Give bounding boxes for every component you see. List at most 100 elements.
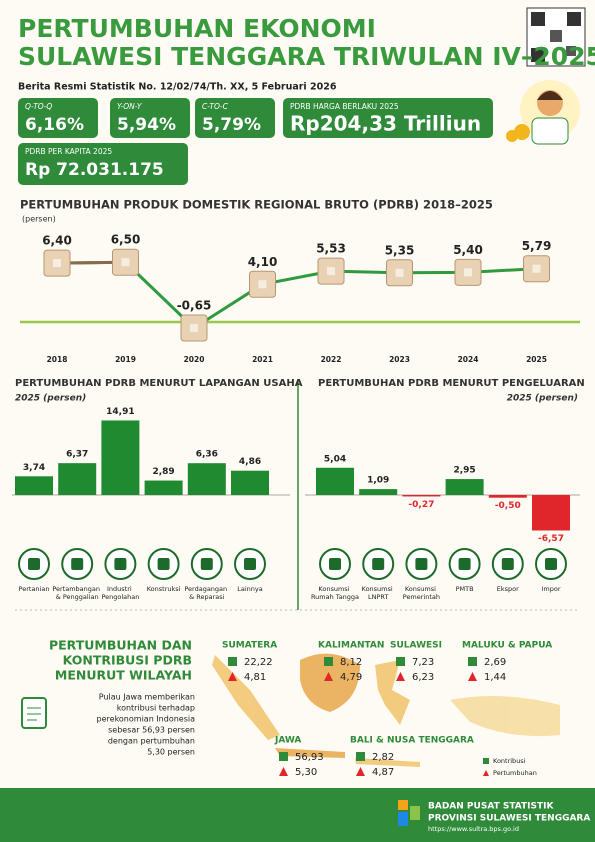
note-line: 5,30 persen <box>147 748 195 757</box>
x-tick-label: 2025 <box>526 355 547 364</box>
category-label: Konsumsi LNPRT <box>362 585 395 601</box>
chart-subtitle: 2025 (persen) <box>507 394 578 404</box>
kontribusi-icon <box>279 752 288 761</box>
kontribusi-icon <box>356 752 365 761</box>
pertumbuhan-value: 4,87 <box>372 767 394 778</box>
bar <box>488 495 527 498</box>
point-marker <box>190 323 198 332</box>
category-icon-glyph <box>244 558 256 570</box>
value-label: 3,74 <box>23 463 45 473</box>
stat-label: PDRB HARGA BERLAKU 2025 <box>290 102 399 111</box>
bar <box>532 495 570 531</box>
person-icon <box>506 80 580 145</box>
kontribusi-icon <box>228 657 237 666</box>
qr-code <box>526 7 586 67</box>
point-marker <box>121 258 130 267</box>
pertumbuhan-icon <box>468 672 477 681</box>
value-label: 6,36 <box>196 450 218 460</box>
bar <box>58 463 97 495</box>
stat-label: C-TO-C <box>202 102 229 111</box>
section-title: KONTRIBUSI PDRB <box>63 653 192 668</box>
stat-value: 6,16% <box>25 115 84 135</box>
section-title: MENURUT WILAYAH <box>55 668 192 683</box>
bar <box>187 463 226 495</box>
region-name: JAWA <box>274 736 301 746</box>
x-tick-label: 2024 <box>458 355 479 364</box>
note-icon <box>21 697 47 729</box>
category-icon-glyph <box>71 558 84 570</box>
category-label: PMTB <box>456 585 474 593</box>
point-marker <box>395 268 404 277</box>
value-label: 1,09 <box>367 476 389 486</box>
kontribusi-value: 2,69 <box>484 657 506 668</box>
region-name: SULAWESI <box>390 641 442 651</box>
x-tick-label: 2018 <box>47 355 68 364</box>
stat-value: 5,79% <box>202 115 261 135</box>
value-label: 4,86 <box>239 457 261 467</box>
value-label: 4,10 <box>248 255 278 269</box>
stat-value: Rp 72.031.175 <box>25 160 164 180</box>
kontribusi-value: 22,22 <box>244 657 273 668</box>
category-label: Perdagangan & Reparasi <box>184 585 229 601</box>
category-label: Lainnya <box>237 585 262 593</box>
stat-label: PDRB PER KAPITA 2025 <box>25 147 112 156</box>
value-label: 2,95 <box>453 466 475 476</box>
category-label: Pertanian <box>19 585 50 593</box>
category-icon-glyph <box>458 558 471 570</box>
x-tick-label: 2023 <box>389 355 410 364</box>
category-icon-glyph <box>501 558 514 570</box>
region-name: MALUKU & PAPUA <box>462 641 552 651</box>
value-label: 14,91 <box>106 407 134 417</box>
stat-value: 5,94% <box>117 115 176 135</box>
value-label: 5,40 <box>453 243 483 257</box>
value-label: -0,27 <box>408 500 434 510</box>
kontribusi-icon <box>468 657 477 666</box>
point-marker <box>464 268 472 277</box>
footer-band <box>0 788 595 842</box>
stat-value: Rp204,33 Trilliun <box>290 112 481 136</box>
value-label: -0,50 <box>495 501 521 511</box>
footer-org: BADAN PUSAT STATISTIK <box>428 802 554 812</box>
pertumbuhan-icon <box>228 672 237 681</box>
category-label: Konsumsi Pemerintah <box>403 585 440 601</box>
legend-label: Pertumbuhan <box>493 769 537 777</box>
pertumbuhan-icon <box>279 767 288 776</box>
footer-province: PROVINSI SULAWESI TENGGARA <box>428 814 590 824</box>
x-tick-label: 2020 <box>184 355 205 364</box>
pertumbuhan-icon <box>324 672 333 681</box>
category-label: Pertambangan & Penggalian <box>52 585 102 601</box>
region-name: BALI & NUSA TENGGARA <box>350 736 474 746</box>
point-marker <box>532 264 541 273</box>
category-icon-glyph <box>545 558 557 570</box>
x-tick-label: 2021 <box>252 355 273 364</box>
stat-box <box>283 98 493 138</box>
chart-title: PERTUMBUHAN PDRB MENURUT LAPANGAN USAHA <box>15 378 303 389</box>
kontribusi-value: 56,93 <box>295 752 324 763</box>
value-label: 6,50 <box>111 233 141 247</box>
bar <box>231 470 269 495</box>
bps-logo <box>398 800 420 826</box>
category-icon-glyph <box>28 558 40 570</box>
chart-subtitle: 2025 (persen) <box>15 394 86 404</box>
section-title: PERTUMBUHAN DAN <box>49 638 192 653</box>
chart-title: PERTUMBUHAN PRODUK DOMESTIK REGIONAL BRU… <box>20 198 493 212</box>
stat-box <box>18 143 188 185</box>
category-label: Ekspor <box>497 585 519 593</box>
bar <box>445 479 484 495</box>
bar <box>15 476 53 495</box>
x-tick-label: 2022 <box>321 355 342 364</box>
bar <box>101 420 140 495</box>
pertumbuhan-value: 4,79 <box>340 672 362 683</box>
value-label: 5,79 <box>522 239 552 253</box>
chart-title: PERTUMBUHAN PDRB MENURUT PENGELUARAN <box>318 378 585 389</box>
category-label: Konstruksi <box>147 585 181 593</box>
legend-icon <box>483 758 489 764</box>
note-line: kontribusi terhadap <box>117 704 195 713</box>
category-icon-glyph <box>200 558 213 570</box>
note-line: perekonomian Indonesia <box>97 715 196 724</box>
point-marker <box>53 259 61 268</box>
category-icon-glyph <box>415 558 428 570</box>
legend-label: Kontribusi <box>493 757 526 765</box>
legend-icon <box>483 770 489 776</box>
